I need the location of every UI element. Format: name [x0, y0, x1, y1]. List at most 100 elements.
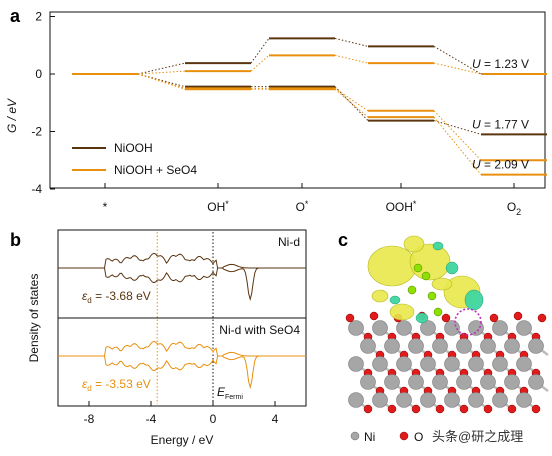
ni-atom	[528, 338, 544, 354]
ni-atom	[372, 320, 388, 336]
ni-atom	[456, 374, 472, 390]
dos-series-label: Ni-d with SeO4	[219, 323, 300, 337]
ni-d-seo4-spin-up	[58, 340, 306, 357]
charge-density-cyan	[445, 261, 459, 275]
ni-atom	[480, 374, 496, 390]
ni-atom	[420, 356, 436, 372]
charge-density-cyan	[432, 241, 444, 251]
energy-connector	[334, 37, 369, 47]
se-atom	[421, 271, 431, 281]
panel-a-xticks: * OH* O* OOH* O2	[103, 183, 521, 217]
a-xtick-label: *	[103, 200, 108, 214]
legend-o-label: O	[414, 430, 423, 444]
ni-atom	[432, 374, 448, 390]
a-xtick-label: OOH*	[386, 199, 417, 214]
a-ytick-label: -2	[31, 125, 42, 139]
o-atom	[459, 404, 469, 414]
energy-connector	[250, 38, 270, 64]
energy-connector	[334, 88, 369, 118]
ni-atom	[492, 356, 508, 372]
charge-density-cyan	[389, 295, 401, 305]
potential-annotation: U = 2.09 V	[472, 158, 529, 172]
energy-connector	[334, 86, 369, 121]
ni-atom	[516, 392, 532, 408]
ni-atom	[420, 320, 436, 336]
panel-a-levels	[72, 37, 547, 176]
b-xtick-label: 0	[210, 412, 217, 426]
energy-connector	[137, 73, 186, 90]
b-xtick-label: -4	[146, 412, 157, 426]
legend-label-niooh-seo4: NiOOH + SeO4	[114, 163, 197, 177]
potential-annotation: U = 1.23 V	[472, 57, 529, 71]
ni-d-spin-down	[58, 267, 306, 302]
energy-connector	[433, 110, 482, 161]
o-atom	[345, 313, 355, 323]
ni-atom	[468, 392, 484, 408]
charge-density-yellow	[371, 289, 389, 303]
potential-annotation: U = 1.77 V	[472, 117, 529, 131]
se-atom	[407, 285, 417, 295]
o-atom	[513, 311, 523, 321]
charge-density-cyan	[415, 312, 429, 324]
ni-atom	[504, 374, 520, 390]
ni-atom	[516, 320, 532, 336]
charge-density-yellow	[367, 245, 417, 287]
ni-atom	[408, 338, 424, 354]
energy-connector	[433, 120, 482, 135]
o-atom	[369, 311, 379, 321]
panel-b-ylabel: Density of states	[27, 274, 41, 363]
o-atom	[387, 404, 397, 414]
panel-a-annotations: U = 1.23 V U = 1.77 V U = 2.09 V	[472, 57, 529, 172]
panel-c-legend: Ni O 头条@研之成理	[350, 429, 523, 444]
panel-a-ylabel: G / eV	[5, 98, 19, 133]
ni-atom	[384, 338, 400, 354]
panel-b-labels: Ni-d Ni-d with SeO4 εd = -3.68 eV εd = -3.5…	[82, 235, 300, 401]
a-ytick-label: -4	[31, 182, 42, 196]
panel-label-b: b	[10, 230, 21, 250]
charge-density-cyan	[464, 289, 484, 311]
ni-atom	[348, 320, 364, 336]
ni-atom	[480, 338, 496, 354]
ni-d-spin-up	[58, 252, 306, 269]
o-atom	[411, 404, 421, 414]
legend-ni-label: Ni	[364, 430, 375, 444]
panel-label-a: a	[10, 6, 21, 26]
a-xtick-label: OH*	[207, 199, 229, 214]
ni-atom	[360, 374, 376, 390]
panel-label-c: c	[338, 230, 348, 250]
o-atom	[441, 313, 451, 323]
energy-connector	[137, 62, 186, 75]
ni-atom	[444, 392, 460, 408]
panel-b-dos-curves	[58, 232, 306, 404]
ni-atom	[372, 392, 388, 408]
ni-atom	[468, 320, 484, 336]
ni-atom	[384, 374, 400, 390]
ni-atom	[456, 338, 472, 354]
o-atom	[363, 404, 373, 414]
legend-label-niooh: NiOOH	[114, 141, 153, 155]
energy-connector	[334, 54, 369, 64]
energy-connector	[250, 54, 270, 72]
o-atom	[435, 404, 445, 414]
ni-atom	[396, 356, 412, 372]
legend-ni-swatch	[350, 431, 360, 441]
a-ytick-label: 0	[35, 67, 42, 81]
ni-atom	[444, 320, 460, 336]
ni-atom	[528, 374, 544, 390]
d-band-center-label: εd = -3.53 eV	[82, 377, 151, 393]
charge-density-yellow	[389, 303, 415, 321]
a-xtick-label: O2	[507, 200, 521, 217]
watermark: 头条@研之成理	[432, 429, 523, 444]
ni-atom	[372, 356, 388, 372]
se-atom	[413, 263, 423, 273]
a-ytick-label: 2	[35, 10, 42, 24]
charge-density-yellow	[431, 277, 453, 291]
active-site-marker	[454, 308, 482, 336]
energy-connector	[433, 62, 482, 75]
ni-atom	[408, 374, 424, 390]
se-atom	[433, 307, 443, 317]
o-atom	[507, 404, 517, 414]
energy-connector	[137, 70, 186, 75]
o-atom	[483, 404, 493, 414]
